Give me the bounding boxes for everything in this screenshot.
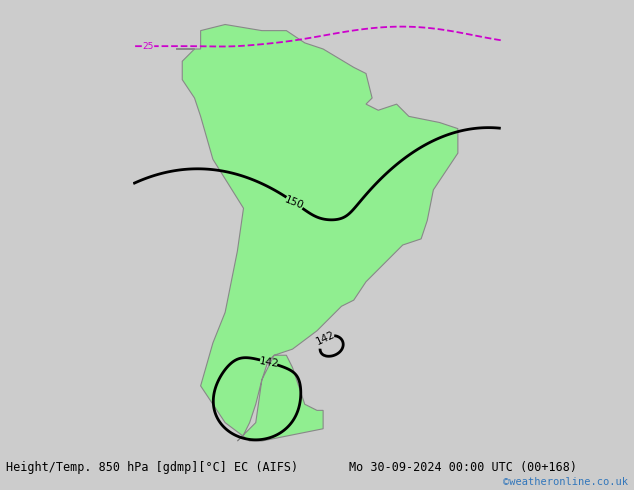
Polygon shape bbox=[176, 24, 458, 441]
Text: Mo 30-09-2024 00:00 UTC (00+168): Mo 30-09-2024 00:00 UTC (00+168) bbox=[349, 462, 577, 474]
Text: 142: 142 bbox=[258, 356, 279, 369]
Text: 25: 25 bbox=[142, 42, 153, 50]
Text: Height/Temp. 850 hPa [gdmp][°C] EC (AIFS): Height/Temp. 850 hPa [gdmp][°C] EC (AIFS… bbox=[6, 462, 299, 474]
Text: 150: 150 bbox=[283, 195, 306, 211]
Text: 142: 142 bbox=[314, 330, 337, 347]
Text: ©weatheronline.co.uk: ©weatheronline.co.uk bbox=[503, 477, 628, 487]
